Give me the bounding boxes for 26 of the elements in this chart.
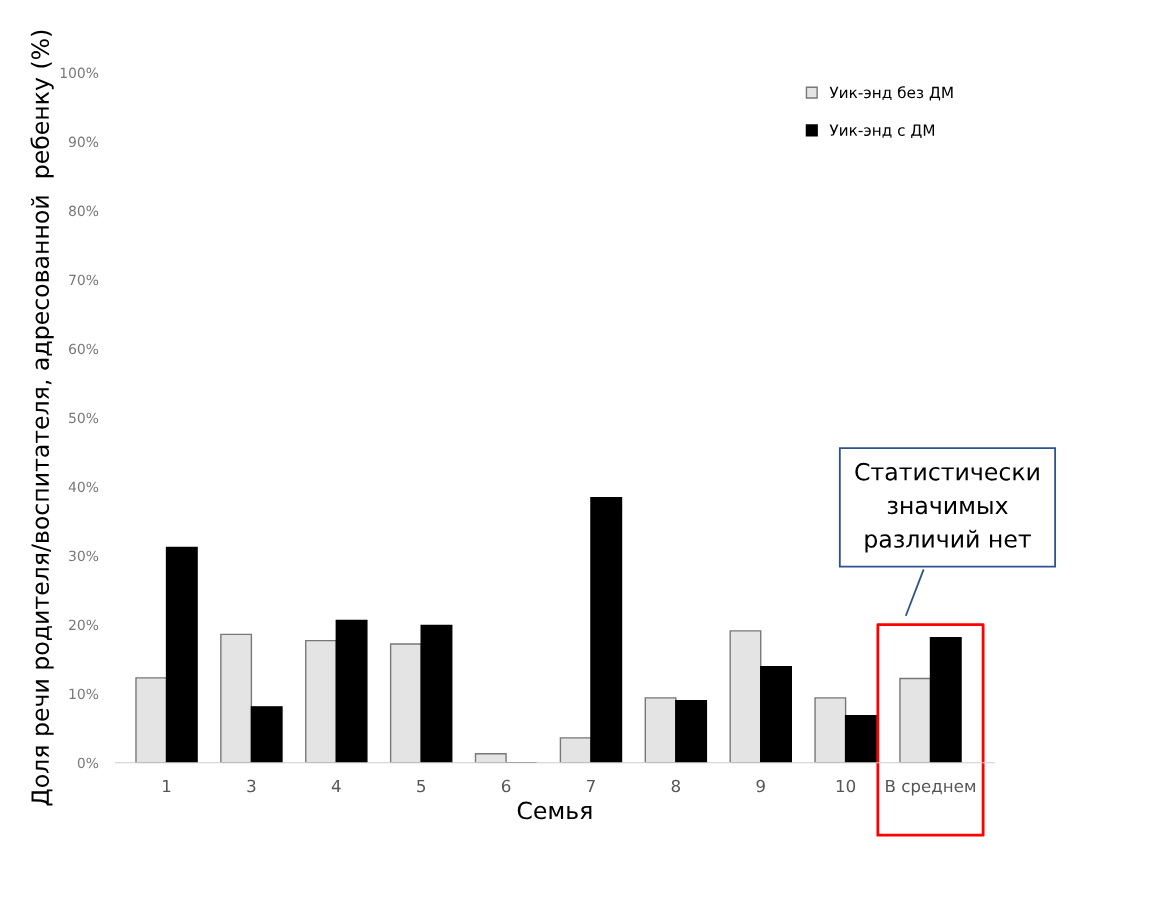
x-tick-label: 9: [756, 779, 765, 793]
x-tick-label: 3: [247, 779, 256, 793]
x-tick-label: 1: [163, 779, 171, 793]
y-tick-label: 40%: [68, 481, 99, 493]
x-tick-label: 4: [331, 779, 341, 793]
y-tick-label: 50%: [69, 412, 99, 424]
y-tick-label: 80%: [69, 205, 99, 217]
x-tick-label: 5: [417, 779, 426, 793]
legend-label: Уик-энд с ДМ: [829, 124, 935, 139]
y-axis-title: Доля речи родителя/воспитателя, адресованной ребенку (%): [30, 30, 54, 806]
annotation: Статистически значимых различий нет: [855, 462, 1039, 553]
y-tick-label: 20%: [69, 619, 99, 631]
x-axis-title: Семья: [517, 801, 592, 820]
y-tick-label: 100%: [60, 67, 99, 79]
x-tick-label: В среднем: [886, 779, 975, 796]
y-tick-label: 30%: [69, 550, 99, 562]
x-tick-label: 10: [836, 779, 856, 793]
y-tick-label: 0%: [77, 757, 99, 769]
x-tick-label: 8: [671, 779, 680, 793]
x-tick-label: 6: [501, 779, 511, 793]
y-tick-label: 60%: [69, 343, 99, 355]
legend-label: Уик-энд без ДМ: [829, 86, 953, 101]
x-tick-label: 7: [587, 779, 595, 793]
y-tick-label: 90%: [68, 136, 99, 148]
y-tick-label: 70%: [69, 274, 99, 286]
y-tick-label: 10%: [69, 688, 99, 700]
